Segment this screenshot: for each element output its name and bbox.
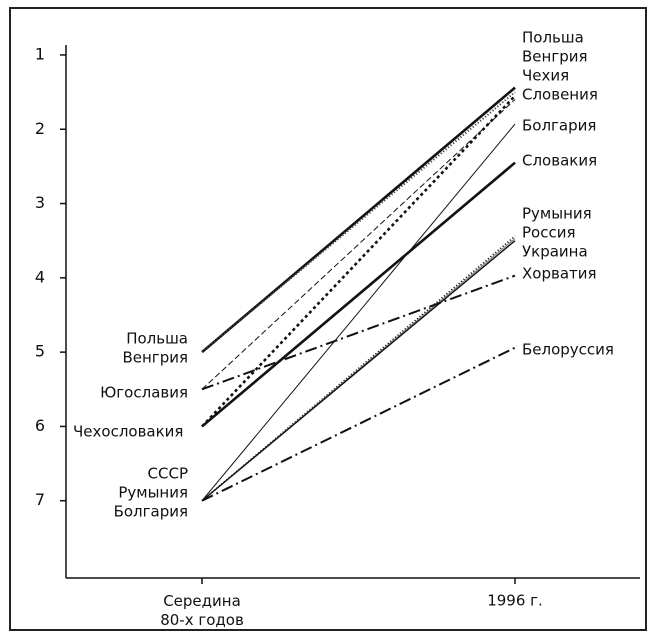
y-tick-label: 2 [35, 119, 45, 138]
x-tick-label: Середина 80-х годов [160, 592, 244, 629]
end-label: Словакия [522, 152, 597, 170]
series-line [201, 99, 516, 390]
y-tick-label: 5 [35, 342, 45, 361]
frame [9, 7, 647, 631]
series-line [201, 94, 516, 428]
y-tick-label: 7 [35, 490, 45, 509]
series-line [201, 161, 516, 428]
x-tick-label-line: 80-х годов [160, 611, 244, 629]
end-label: Хорватия [522, 265, 597, 283]
start-label: Румыния [118, 484, 188, 502]
x-tick-label-line: Середина [163, 592, 241, 610]
y-tick-label: 4 [35, 267, 45, 286]
end-label: Украина [522, 243, 588, 261]
end-label: Польша [522, 29, 584, 47]
end-label: Чехия [522, 67, 569, 85]
start-label: Чехословакия [73, 423, 183, 441]
end-label: Белоруссия [522, 341, 614, 359]
start-label: Венгрия [122, 349, 188, 367]
y-tick-label: 6 [35, 416, 45, 435]
series-line [201, 274, 516, 391]
start-label: СССР [148, 465, 188, 483]
start-label: Югославия [100, 384, 188, 402]
x-tick-label: 1996 г. [487, 592, 543, 610]
series-line [201, 91, 516, 353]
y-tick-label: 3 [35, 193, 45, 212]
start-label: Болгария [114, 503, 188, 521]
end-label: Словения [522, 86, 598, 104]
series-line [201, 240, 516, 502]
end-label: Россия [522, 224, 576, 242]
start-label: Польша [126, 330, 188, 348]
end-label: Венгрия [522, 48, 588, 66]
end-label: Болгария [522, 117, 596, 135]
series-line [201, 123, 516, 502]
series-line [201, 346, 516, 502]
end-label: Румыния [522, 205, 592, 223]
y-tick-label: 1 [35, 44, 45, 63]
